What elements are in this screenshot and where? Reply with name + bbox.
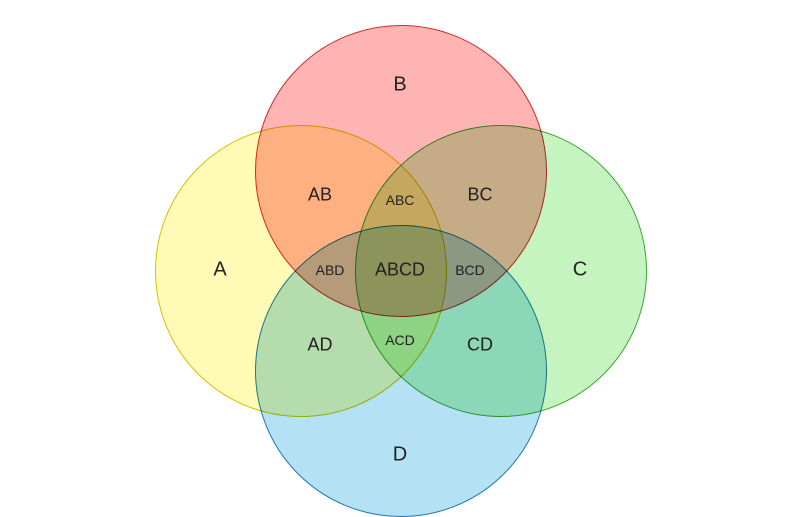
region-label-cd: CD (467, 335, 493, 356)
region-label-ab: AB (308, 185, 332, 206)
region-label-c: C (573, 259, 587, 282)
venn-diagram: A B C D AB BC AD CD ABC ABD BCD ACD ABCD (0, 0, 800, 510)
region-label-abcd: ABCD (375, 260, 425, 281)
region-label-abc: ABC (386, 192, 415, 208)
region-label-b: B (393, 74, 406, 97)
region-label-acd: ACD (385, 332, 415, 348)
region-label-d: D (393, 444, 407, 467)
region-label-a: A (213, 259, 226, 282)
region-label-bc: BC (467, 185, 492, 206)
region-label-bcd: BCD (455, 262, 485, 278)
region-label-abd: ABD (316, 262, 345, 278)
region-label-ad: AD (307, 335, 332, 356)
